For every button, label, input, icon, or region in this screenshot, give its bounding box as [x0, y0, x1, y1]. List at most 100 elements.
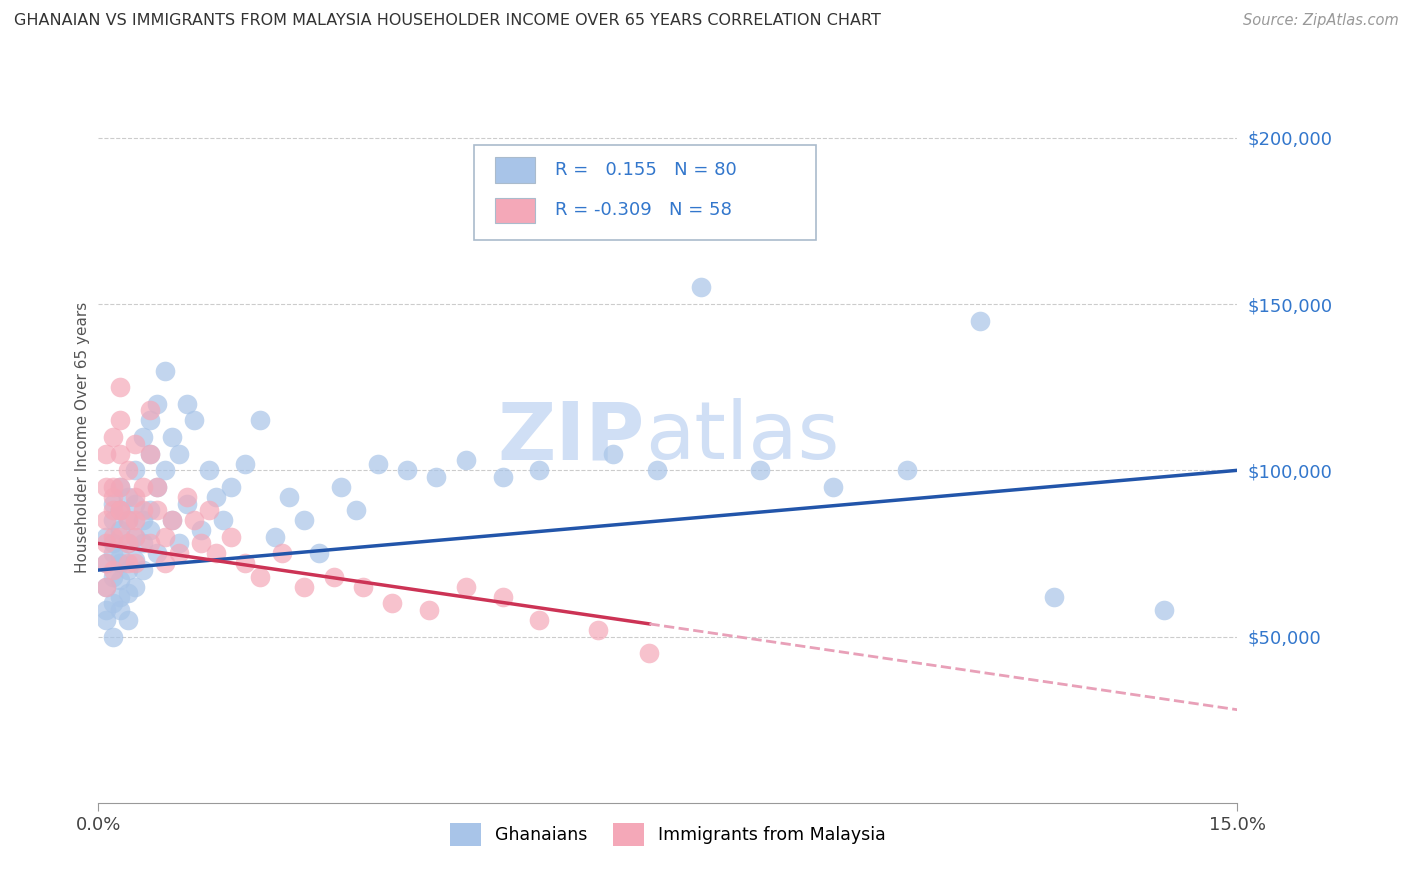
Point [395, 463, 418, 477]
Point [292, 513, 315, 527]
Point [146, 480, 169, 494]
Point [124, 557, 146, 571]
Point [139, 413, 162, 427]
Text: Source: ZipAtlas.com: Source: ZipAtlas.com [1243, 13, 1399, 29]
Point [94, 557, 117, 571]
Point [139, 536, 162, 550]
Point [565, 214, 588, 228]
Point [425, 470, 447, 484]
Point [110, 503, 132, 517]
Point [124, 580, 146, 594]
Point [183, 413, 205, 427]
Point [101, 503, 124, 517]
Point [124, 513, 146, 527]
Point [454, 453, 477, 467]
Point [160, 513, 183, 527]
Point [271, 546, 294, 560]
Point [131, 536, 153, 550]
Text: R = -0.309   N = 58: R = -0.309 N = 58 [555, 202, 733, 219]
Point [110, 480, 132, 494]
Point [117, 563, 139, 577]
Y-axis label: Householder Income Over 65 years: Householder Income Over 65 years [75, 301, 90, 573]
Point [101, 596, 124, 610]
Point [139, 447, 162, 461]
Point [167, 546, 190, 560]
Point [110, 549, 132, 564]
Point [491, 590, 513, 604]
Point [160, 430, 183, 444]
Legend: Ghanaians, Immigrants from Malaysia: Ghanaians, Immigrants from Malaysia [443, 816, 893, 853]
Point [117, 490, 139, 504]
Point [139, 503, 162, 517]
Point [690, 280, 713, 294]
Point [1042, 590, 1064, 604]
Point [117, 586, 139, 600]
Point [352, 580, 374, 594]
Point [101, 513, 124, 527]
Point [94, 603, 117, 617]
Point [110, 503, 132, 517]
Point [110, 603, 132, 617]
Point [94, 613, 117, 627]
Point [101, 497, 124, 511]
Point [602, 447, 624, 461]
Point [278, 490, 301, 504]
Point [131, 563, 153, 577]
Point [110, 413, 132, 427]
Text: ZIP: ZIP [498, 398, 645, 476]
Point [823, 480, 845, 494]
Point [110, 480, 132, 494]
Point [153, 530, 176, 544]
Point [586, 623, 609, 637]
Point [124, 497, 146, 511]
Point [205, 546, 228, 560]
Point [1153, 603, 1175, 617]
Point [212, 513, 235, 527]
Point [94, 580, 117, 594]
FancyBboxPatch shape [495, 197, 534, 223]
Point [94, 580, 117, 594]
Point [101, 563, 124, 577]
Point [117, 613, 139, 627]
Point [146, 480, 169, 494]
Point [117, 513, 139, 527]
Point [183, 513, 205, 527]
Point [101, 490, 124, 504]
Point [219, 530, 242, 544]
Point [153, 557, 176, 571]
Point [529, 613, 551, 627]
Point [110, 590, 132, 604]
Point [205, 490, 228, 504]
Point [491, 470, 513, 484]
Point [101, 546, 124, 560]
Point [367, 457, 389, 471]
Point [197, 463, 219, 477]
Point [146, 546, 169, 560]
Point [190, 523, 212, 537]
Point [153, 363, 176, 377]
Point [381, 596, 404, 610]
Point [235, 457, 257, 471]
Point [124, 436, 146, 450]
Point [645, 463, 668, 477]
Point [146, 503, 169, 517]
Point [110, 523, 132, 537]
Point [235, 557, 257, 571]
Point [124, 490, 146, 504]
Point [117, 463, 139, 477]
Point [101, 570, 124, 584]
Point [117, 513, 139, 527]
Text: GHANAIAN VS IMMIGRANTS FROM MALAYSIA HOUSEHOLDER INCOME OVER 65 YEARS CORRELATIO: GHANAIAN VS IMMIGRANTS FROM MALAYSIA HOU… [14, 13, 882, 29]
Point [124, 463, 146, 477]
Point [249, 570, 271, 584]
Point [94, 530, 117, 544]
Point [167, 536, 190, 550]
Point [197, 503, 219, 517]
Point [124, 530, 146, 544]
Point [94, 513, 117, 527]
FancyBboxPatch shape [474, 145, 815, 240]
Point [124, 530, 146, 544]
Point [190, 536, 212, 550]
Point [896, 463, 918, 477]
Point [344, 503, 367, 517]
